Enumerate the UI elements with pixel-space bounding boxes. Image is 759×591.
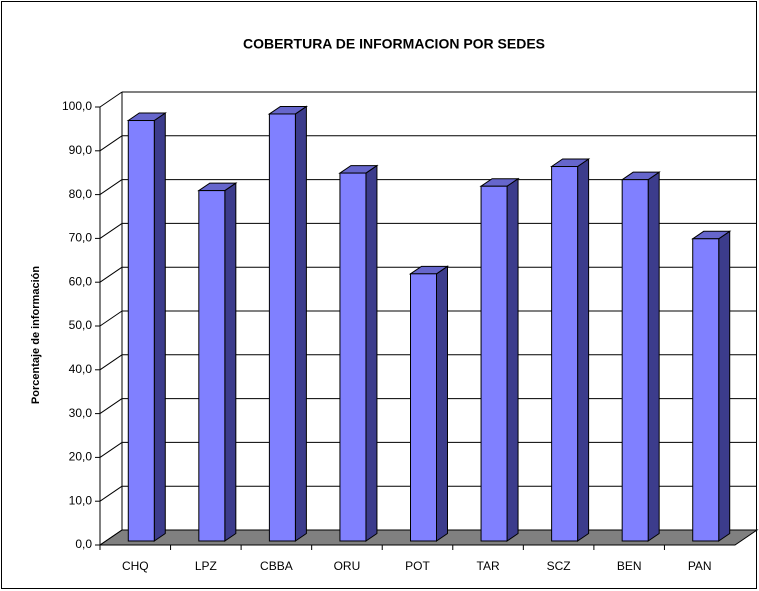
x-tick-label: CHQ [122, 559, 149, 573]
x-tick-label: SCZ [547, 559, 571, 573]
y-tick-label: 80,0 [69, 187, 93, 201]
y-tick-label: 90,0 [69, 143, 93, 157]
chart-title: COBERTURA DE INFORMACION POR SEDES [243, 36, 545, 52]
x-tick-label: POT [405, 559, 430, 573]
grid-line-side [99, 179, 123, 196]
bar-side [294, 105, 307, 542]
bar [692, 238, 720, 542]
bar-side [647, 171, 660, 542]
x-tick-label: PAN [688, 559, 712, 573]
grid-line-side [99, 398, 123, 415]
bar [198, 190, 226, 542]
bar-side [224, 182, 237, 542]
bar [410, 273, 437, 542]
y-tick-label: 30,0 [69, 406, 93, 420]
y-tick-label: 60,0 [69, 274, 93, 288]
grid-line-side [99, 91, 123, 108]
grid-line-side [99, 485, 123, 502]
bar-side [436, 265, 448, 542]
bar-side [577, 158, 590, 542]
x-tick-label: BEN [617, 559, 642, 573]
y-tick-label: 0,0 [75, 537, 92, 551]
x-tick-label: LPZ [195, 559, 217, 573]
bar [339, 172, 367, 542]
y-axis-label: Porcentaje de información [30, 266, 42, 404]
bar [551, 166, 579, 542]
grid-line-side [99, 354, 123, 371]
y-tick-label: 100,0 [62, 99, 92, 113]
bar-side [506, 177, 519, 542]
bar-side [365, 164, 378, 542]
grid-line-side [99, 135, 123, 152]
y-tick-label: 10,0 [69, 493, 93, 507]
bar-side [153, 112, 166, 542]
bar [480, 185, 508, 542]
y-tick-label: 50,0 [69, 318, 93, 332]
bar [127, 120, 155, 542]
bar-side [718, 230, 731, 542]
bar [268, 113, 296, 542]
grid-line-side [99, 310, 123, 327]
grid-line-side [99, 222, 123, 239]
grid-line-side [99, 441, 123, 458]
x-tick-label: TAR [477, 559, 500, 573]
y-tick-label: 70,0 [69, 231, 93, 245]
x-tick-label: CBBA [260, 559, 293, 573]
y-tick-label: 20,0 [69, 450, 93, 464]
bar [621, 179, 649, 542]
grid-line-side [99, 266, 123, 283]
x-tick-label: ORU [334, 559, 361, 573]
y-tick-label: 40,0 [69, 362, 93, 376]
grid-line-side [99, 529, 123, 546]
